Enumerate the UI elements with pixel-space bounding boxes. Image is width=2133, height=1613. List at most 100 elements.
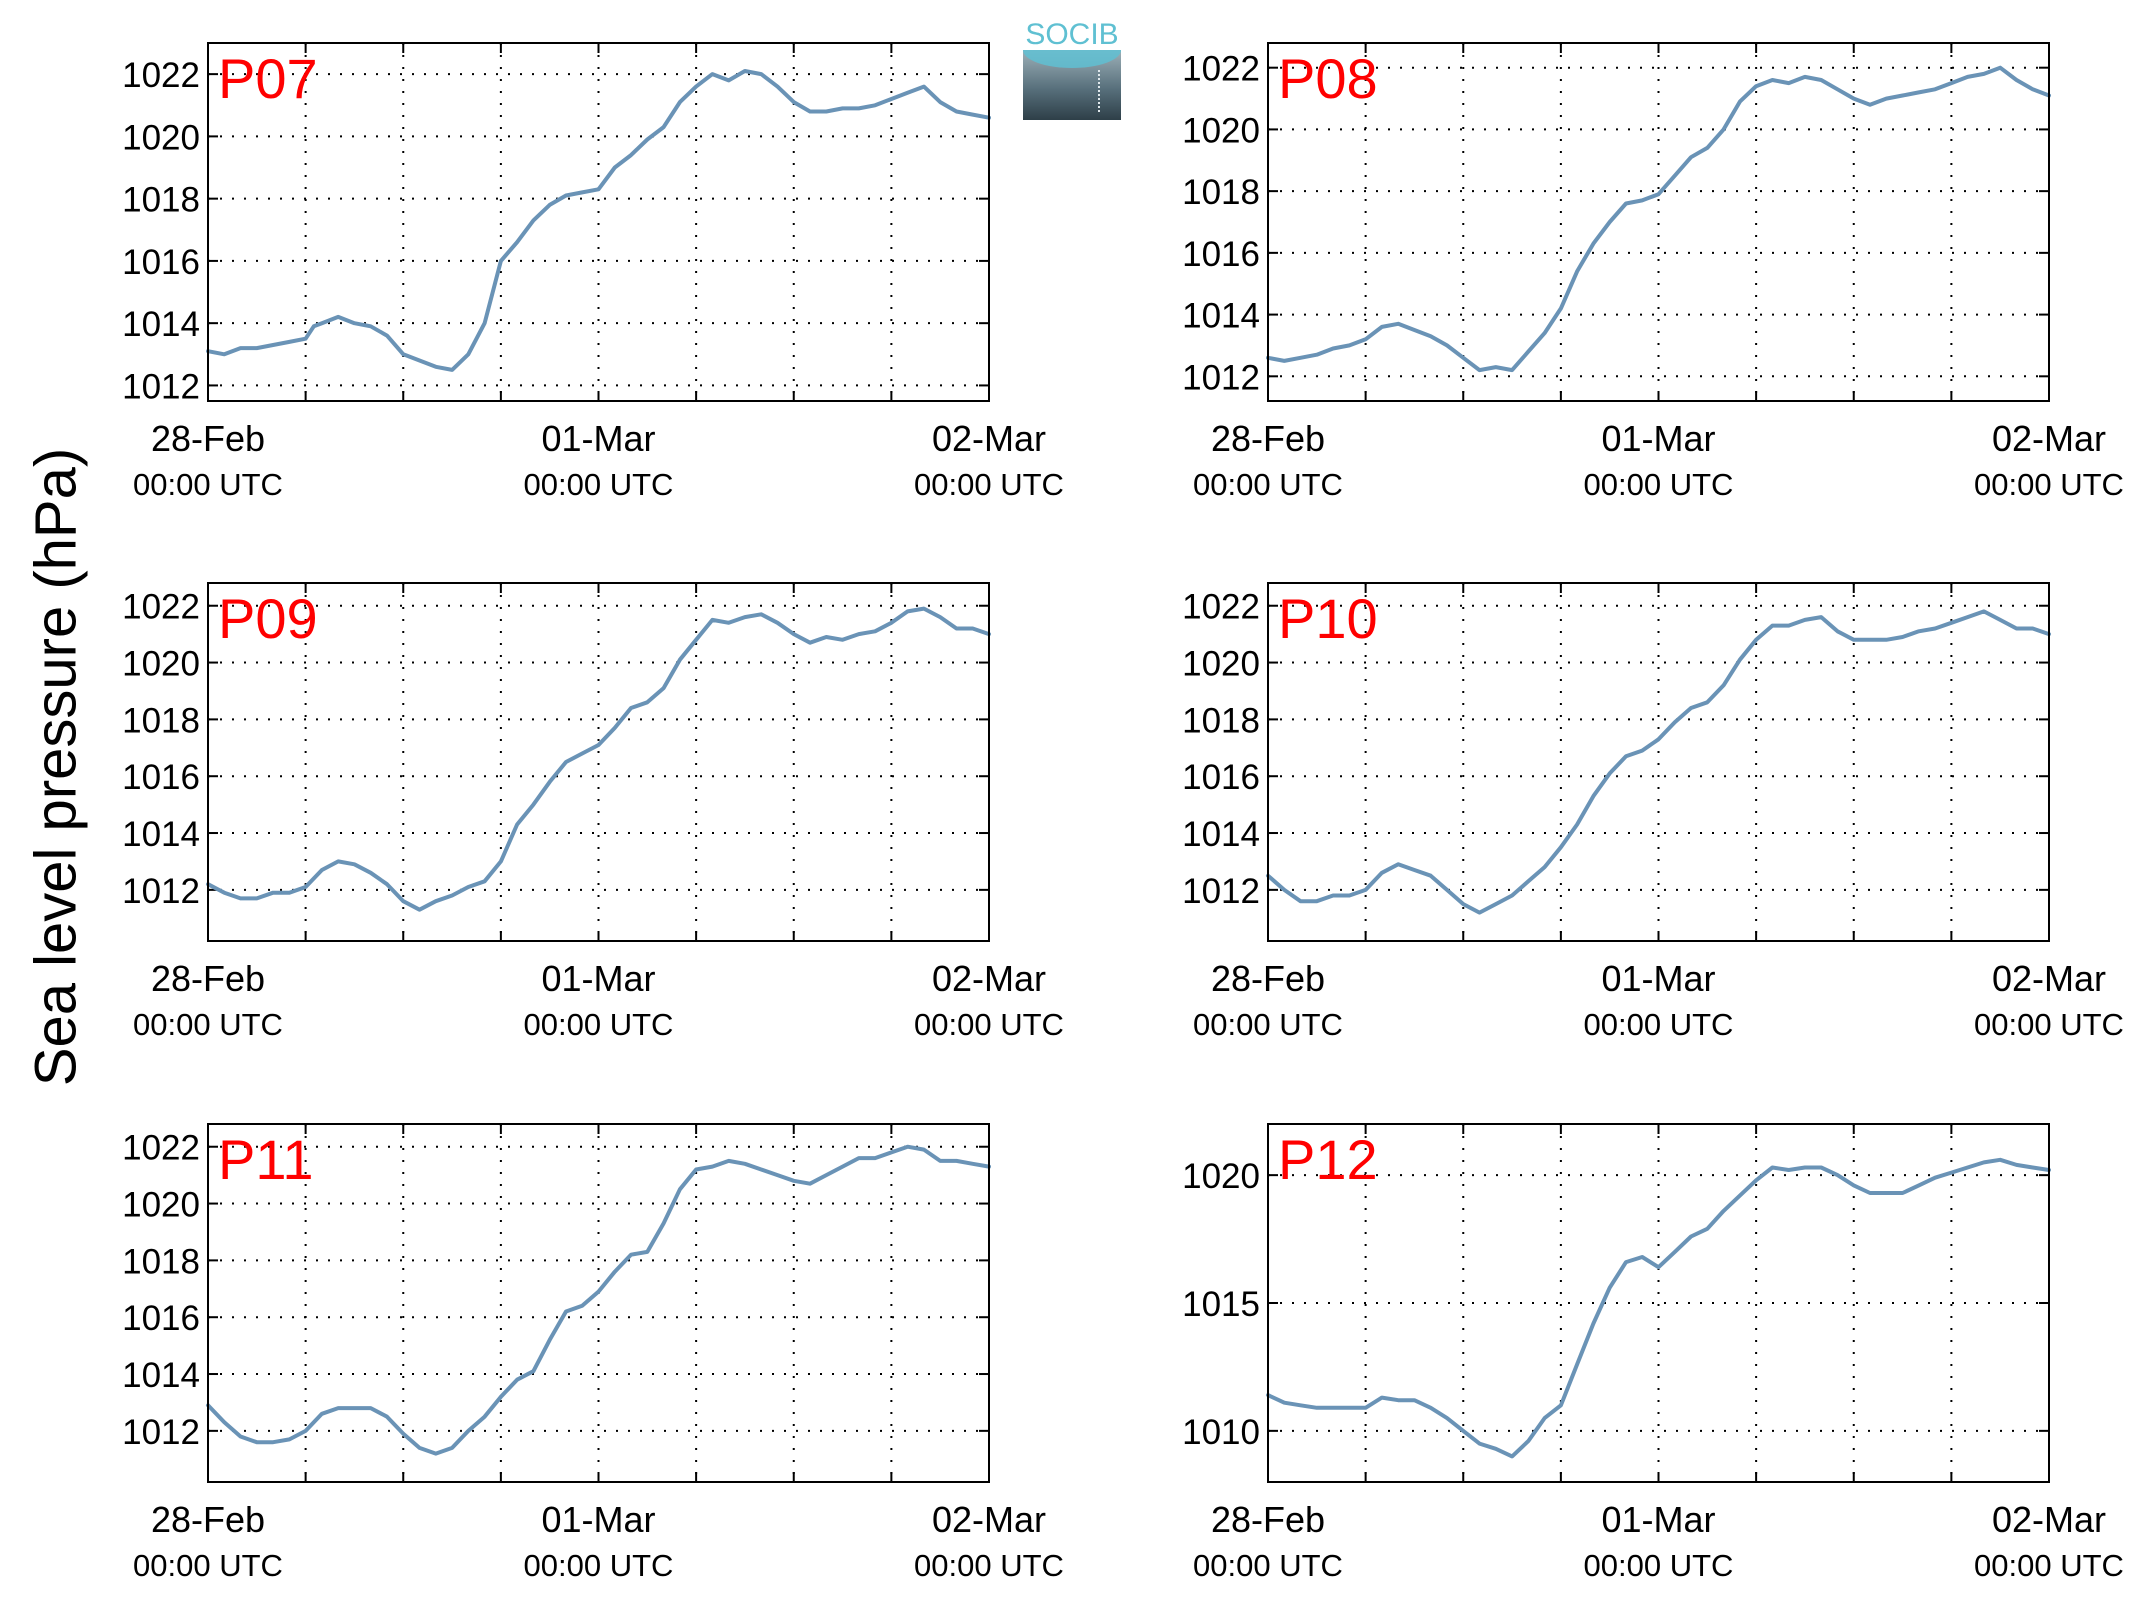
x-tick-label-time: 00:00 UTC bbox=[1974, 1007, 2124, 1042]
y-tick-label: 1014 bbox=[1182, 297, 1260, 336]
x-tick-label-date: 01-Mar bbox=[541, 1499, 655, 1540]
panel-label: P07 bbox=[218, 47, 318, 110]
x-tick-label-time: 00:00 UTC bbox=[1193, 467, 1343, 502]
x-tick-label-time: 00:00 UTC bbox=[914, 1548, 1064, 1583]
plot-frame bbox=[207, 582, 990, 942]
x-tick-label-date: 28-Feb bbox=[151, 958, 265, 999]
y-tick-label: 1018 bbox=[1182, 701, 1260, 740]
series-line bbox=[206, 1144, 991, 1456]
y-tick-label: 1012 bbox=[122, 367, 200, 406]
x-tick-label-time: 00:00 UTC bbox=[524, 467, 674, 502]
x-tick-label-time: 00:00 UTC bbox=[133, 467, 283, 502]
y-tick-label: 1016 bbox=[1182, 758, 1260, 797]
chart-panel-p11: 1012 1014 1016 1018 1020 1022 28-Feb 00:00 UTC 0… bbox=[122, 1123, 1064, 1583]
series-line bbox=[206, 606, 991, 912]
x-tick-label-date: 28-Feb bbox=[151, 1499, 265, 1540]
x-tick-label-date: 28-Feb bbox=[1211, 1499, 1325, 1540]
x-tick-label-date: 02-Mar bbox=[1992, 418, 2106, 459]
chart-panel-p09: 1012 1014 1016 1018 1020 1022 28-Feb 00:00 UTC 0… bbox=[122, 582, 1064, 1042]
chart-panel-p07: 1012 1014 1016 1018 1020 1022 28-Feb 00:00 UTC 0… bbox=[122, 42, 1064, 502]
y-tick-label: 1018 bbox=[1182, 173, 1260, 212]
y-tick-label: 1020 bbox=[1182, 111, 1260, 150]
plot-frame bbox=[1267, 42, 2050, 402]
x-tick-label-time: 00:00 UTC bbox=[133, 1548, 283, 1583]
y-tick-label: 1022 bbox=[122, 56, 200, 95]
y-tick-label: 1016 bbox=[1182, 235, 1260, 274]
plot-frame bbox=[1267, 1123, 2050, 1483]
series-line bbox=[206, 69, 991, 372]
y-tick-label: 1020 bbox=[122, 118, 200, 157]
x-tick-label-time: 00:00 UTC bbox=[1974, 1548, 2124, 1583]
panel-label: P09 bbox=[218, 587, 318, 650]
y-tick-label: 1018 bbox=[122, 701, 200, 740]
logo-text: SOCIB bbox=[1025, 18, 1119, 51]
x-tick-label-time: 00:00 UTC bbox=[1584, 467, 1734, 502]
y-tick-label: 1014 bbox=[122, 1356, 200, 1395]
y-tick-label: 1022 bbox=[1182, 588, 1260, 627]
y-tick-label: 1020 bbox=[1182, 1157, 1260, 1196]
y-tick-label: 1016 bbox=[122, 1299, 200, 1338]
chart-panel-p08: 1012 1014 1016 1018 1020 1022 28-Feb 00:00 UTC 0… bbox=[1182, 42, 2124, 502]
x-tick-label-date: 02-Mar bbox=[932, 418, 1046, 459]
x-tick-label-time: 00:00 UTC bbox=[133, 1007, 283, 1042]
x-tick-label-date: 01-Mar bbox=[541, 418, 655, 459]
y-tick-label: 1012 bbox=[1182, 358, 1260, 397]
x-tick-label-date: 01-Mar bbox=[1601, 418, 1715, 459]
y-tick-label: 1020 bbox=[122, 1186, 200, 1225]
y-tick-label: 1012 bbox=[122, 872, 200, 911]
x-tick-label-time: 00:00 UTC bbox=[1974, 467, 2124, 502]
x-tick-label-time: 00:00 UTC bbox=[1193, 1007, 1343, 1042]
y-tick-label: 1014 bbox=[122, 305, 200, 344]
x-tick-label-time: 00:00 UTC bbox=[1584, 1007, 1734, 1042]
x-tick-label-date: 02-Mar bbox=[1992, 1499, 2106, 1540]
panel-label: P11 bbox=[218, 1128, 313, 1191]
y-tick-label: 1012 bbox=[122, 1413, 200, 1452]
x-tick-label-date: 28-Feb bbox=[151, 418, 265, 459]
x-tick-label-date: 01-Mar bbox=[541, 958, 655, 999]
plot-frame bbox=[207, 1123, 990, 1483]
y-tick-label: 1014 bbox=[1182, 815, 1260, 854]
y-tick-label: 1010 bbox=[1182, 1413, 1260, 1452]
y-tick-label: 1020 bbox=[1182, 645, 1260, 684]
panel-label: P12 bbox=[1278, 1128, 1378, 1191]
y-tick-label: 1018 bbox=[122, 1242, 200, 1281]
y-tick-label: 1020 bbox=[122, 645, 200, 684]
x-tick-label-time: 00:00 UTC bbox=[1584, 1548, 1734, 1583]
y-tick-label: 1012 bbox=[1182, 872, 1260, 911]
panel-label: P10 bbox=[1278, 587, 1378, 650]
x-tick-label-time: 00:00 UTC bbox=[1193, 1548, 1343, 1583]
y-tick-label: 1022 bbox=[122, 588, 200, 627]
y-tick-label: 1016 bbox=[122, 758, 200, 797]
x-tick-label-date: 01-Mar bbox=[1601, 958, 1715, 999]
y-tick-label: 1014 bbox=[122, 815, 200, 854]
x-tick-label-date: 28-Feb bbox=[1211, 418, 1325, 459]
x-tick-label-time: 00:00 UTC bbox=[914, 1007, 1064, 1042]
x-tick-label-date: 02-Mar bbox=[932, 958, 1046, 999]
y-tick-label: 1022 bbox=[122, 1129, 200, 1168]
x-tick-label-time: 00:00 UTC bbox=[524, 1007, 674, 1042]
plot-frame bbox=[207, 42, 990, 402]
figure-ylabel: Sea level pressure (hPa) bbox=[23, 447, 89, 1087]
panel-label: P08 bbox=[1278, 47, 1378, 110]
x-tick-label-date: 02-Mar bbox=[1992, 958, 2106, 999]
logo-wave bbox=[1023, 50, 1121, 68]
chart-panel-p10: 1012 1014 1016 1018 1020 1022 28-Feb 00:00 UTC 0… bbox=[1182, 582, 2124, 1042]
series-line bbox=[1266, 1157, 2051, 1459]
socib-logo: SOCIB bbox=[1022, 18, 1122, 120]
chart-panel-p12: 1010 1015 1020 28-Feb 00:00 UTC 01-Mar 00:00 U… bbox=[1182, 1123, 2124, 1583]
plot-frame bbox=[1267, 582, 2050, 942]
series-line bbox=[1266, 65, 2051, 373]
series-line bbox=[1266, 609, 2051, 915]
logo-line bbox=[1098, 70, 1100, 112]
x-tick-label-date: 02-Mar bbox=[932, 1499, 1046, 1540]
y-tick-label: 1015 bbox=[1182, 1285, 1260, 1324]
x-tick-label-date: 01-Mar bbox=[1601, 1499, 1715, 1540]
x-tick-label-time: 00:00 UTC bbox=[914, 467, 1064, 502]
x-tick-label-date: 28-Feb bbox=[1211, 958, 1325, 999]
y-tick-label: 1018 bbox=[122, 181, 200, 220]
x-tick-label-time: 00:00 UTC bbox=[524, 1548, 674, 1583]
y-tick-label: 1016 bbox=[122, 243, 200, 282]
y-tick-label: 1022 bbox=[1182, 50, 1260, 89]
